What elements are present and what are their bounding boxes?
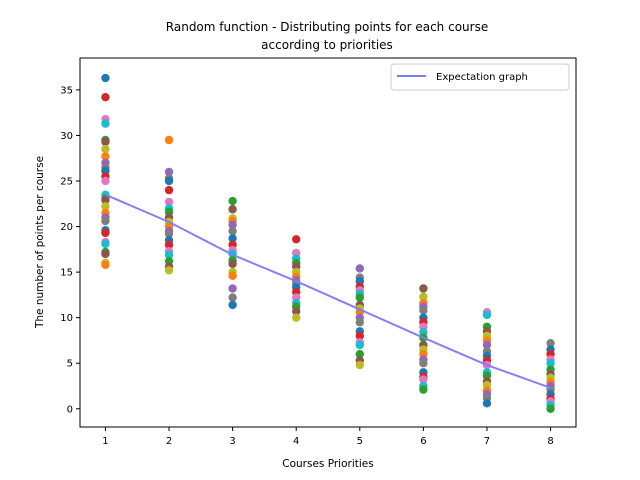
- data-point: [292, 313, 301, 322]
- data-point: [101, 249, 110, 259]
- data-point: [228, 220, 237, 229]
- x-tick-label: 6: [420, 436, 426, 447]
- y-tick-label: 10: [60, 313, 73, 324]
- data-point: [101, 176, 110, 186]
- data-point: [419, 284, 428, 293]
- data-point: [546, 359, 555, 368]
- x-tick-label: 8: [547, 436, 553, 447]
- data-point: [355, 349, 364, 359]
- axes-frame: [79, 57, 577, 428]
- data-point: [228, 259, 237, 269]
- data-point: [101, 195, 110, 205]
- data-point: [419, 292, 428, 301]
- y-tick-label: 5: [67, 359, 73, 370]
- x-tick-label: 7: [484, 436, 490, 447]
- data-point: [164, 167, 174, 177]
- data-point: [101, 92, 110, 102]
- data-point: [419, 385, 428, 394]
- data-point: [164, 250, 174, 259]
- data-point: [355, 360, 364, 370]
- data-point: [164, 240, 174, 249]
- data-point: [164, 266, 174, 275]
- data-point: [228, 196, 237, 206]
- y-tick-label: 20: [60, 222, 73, 233]
- x-tick-label: 5: [357, 436, 363, 447]
- data-point: [482, 310, 492, 320]
- data-point: [292, 307, 301, 316]
- data-point: [355, 293, 364, 302]
- data-point: [101, 119, 110, 128]
- data-point: [355, 331, 364, 341]
- data-point: [355, 264, 364, 273]
- x-tick-label: 1: [102, 436, 108, 447]
- data-point: [546, 404, 555, 413]
- data-point: [228, 293, 237, 302]
- legend-label-expectation: Expectation graph: [436, 72, 528, 83]
- data-point: [101, 137, 110, 147]
- data-point: [101, 228, 110, 238]
- y-tick-label: 15: [60, 268, 73, 279]
- data-point: [419, 359, 428, 368]
- data-point: [228, 234, 237, 243]
- data-point: [228, 205, 237, 214]
- y-tick-label: 25: [60, 177, 73, 188]
- data-point: [228, 226, 237, 236]
- y-axis-label: The number of points per course: [34, 156, 46, 329]
- x-tick-label: 4: [293, 436, 299, 447]
- data-point: [355, 318, 364, 327]
- y-tick-label: 30: [60, 131, 73, 142]
- data-point: [101, 202, 110, 211]
- y-tick-label: 0: [67, 404, 73, 415]
- y-tick-label: 35: [60, 85, 73, 96]
- data-point: [101, 152, 110, 161]
- data-point: [101, 260, 110, 270]
- data-point: [419, 375, 428, 384]
- data-point: [546, 338, 555, 348]
- data-point: [164, 135, 174, 145]
- x-tick-label: 3: [229, 436, 235, 447]
- data-point: [355, 340, 364, 350]
- legend-box: [390, 63, 570, 91]
- chart-title: Random function - Distributing points fo…: [166, 20, 488, 34]
- expectation-line: [105, 193, 551, 389]
- data-point: [101, 144, 110, 154]
- data-point: [482, 340, 492, 350]
- plot-area: [101, 73, 555, 413]
- y-axis-ticks: 0 5 10 15 20 25 30 35: [60, 85, 80, 415]
- data-point: [292, 235, 301, 244]
- data-point: [164, 176, 174, 186]
- data-point: [101, 73, 110, 83]
- x-axis-label: Courses Priorities: [282, 458, 373, 470]
- data-point: [164, 185, 174, 195]
- data-point: [228, 271, 237, 280]
- data-point: [164, 197, 174, 207]
- legend: Expectation graph: [390, 63, 570, 91]
- data-point: [228, 300, 237, 310]
- data-point: [164, 229, 174, 239]
- data-point: [101, 239, 110, 249]
- x-axis-ticks: 1 2 3 4 5 6 7 8: [102, 427, 554, 447]
- data-point: [228, 284, 237, 293]
- chart-subtitle: according to priorities: [261, 38, 393, 52]
- x-tick-label: 2: [166, 436, 172, 447]
- data-point: [419, 306, 428, 315]
- data-point: [482, 399, 492, 408]
- data-point: [101, 216, 110, 226]
